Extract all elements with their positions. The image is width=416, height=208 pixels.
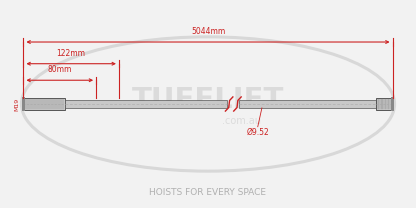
Text: 80mm: 80mm xyxy=(47,65,72,74)
Bar xyxy=(23,98,65,110)
Text: .com.au: .com.au xyxy=(222,115,261,126)
Bar xyxy=(376,98,393,110)
Text: HOISTS FOR EVERY SPACE: HOISTS FOR EVERY SPACE xyxy=(149,188,267,197)
Bar xyxy=(239,100,376,108)
Bar xyxy=(22,97,25,111)
Text: 122mm: 122mm xyxy=(57,48,86,58)
Text: M19: M19 xyxy=(15,97,20,111)
Text: 5044mm: 5044mm xyxy=(191,27,225,36)
Bar xyxy=(391,97,394,111)
Bar xyxy=(65,100,227,108)
Text: Ø9.52: Ø9.52 xyxy=(246,128,269,137)
Text: TUFFLIFT: TUFFLIFT xyxy=(132,86,284,114)
